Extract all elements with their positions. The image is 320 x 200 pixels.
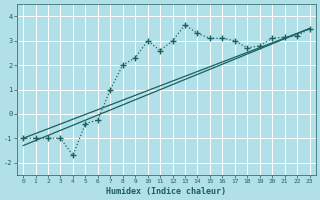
X-axis label: Humidex (Indice chaleur): Humidex (Indice chaleur) (106, 187, 226, 196)
